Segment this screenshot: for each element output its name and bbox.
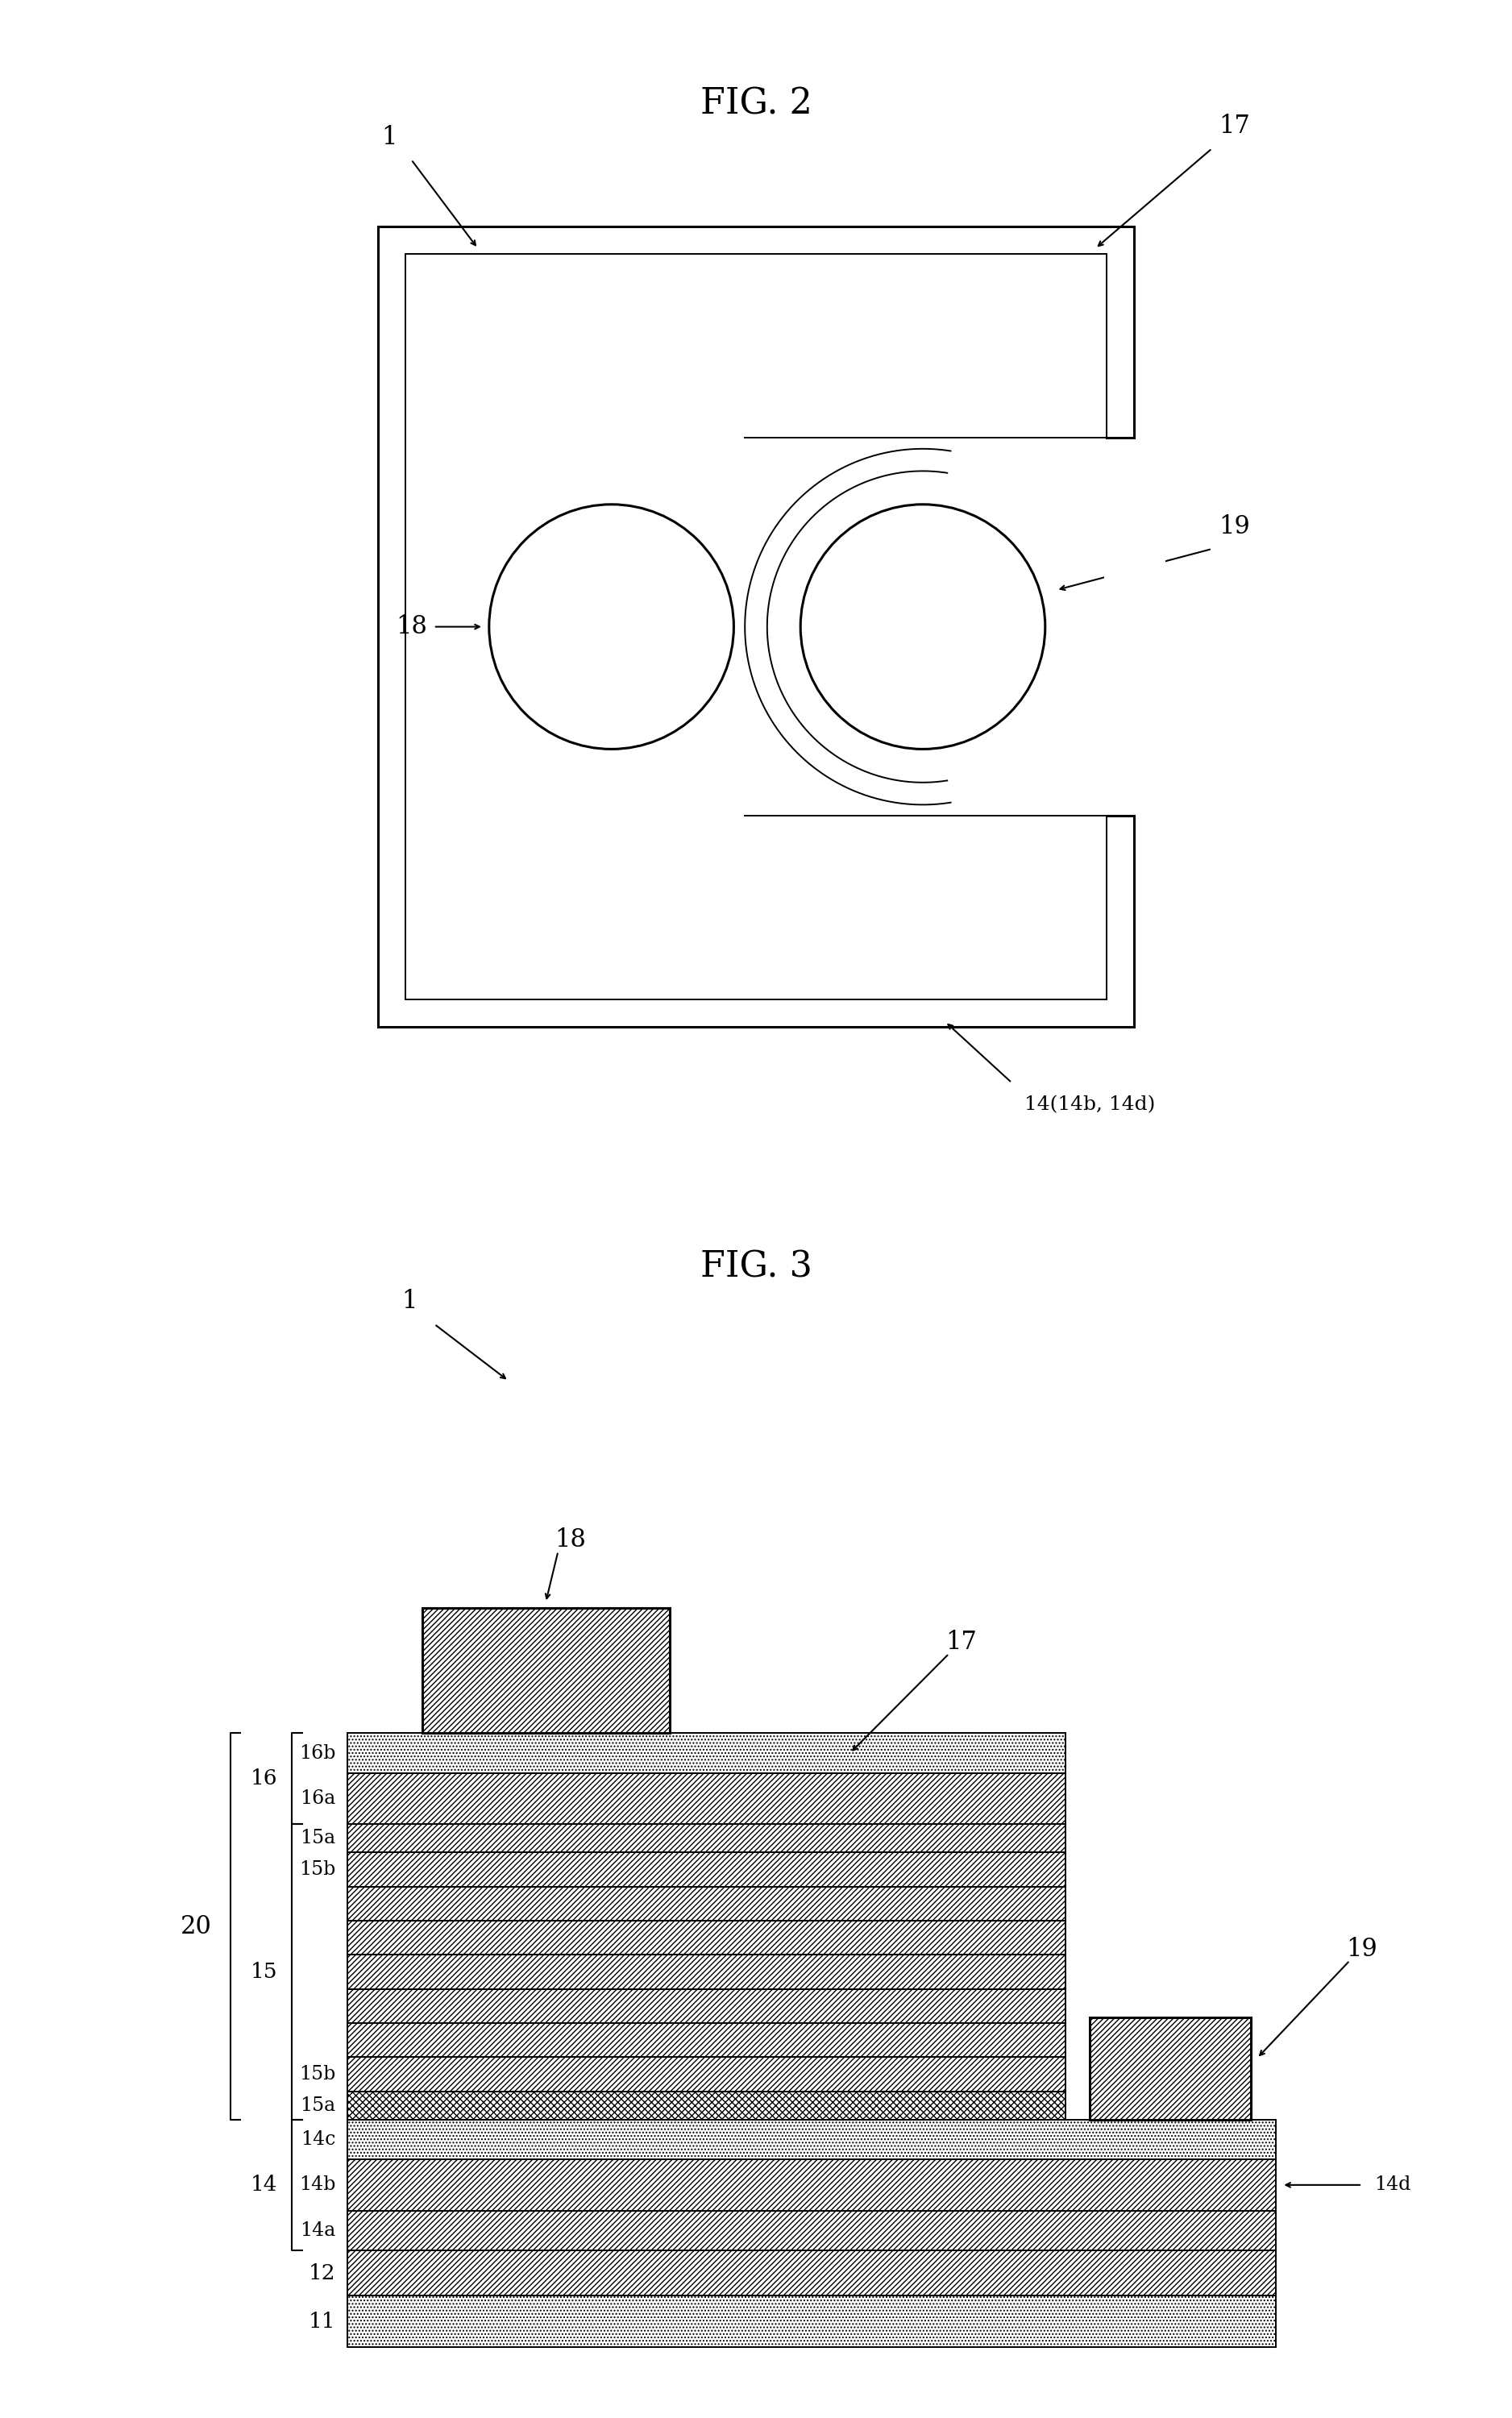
Text: 18: 18 bbox=[555, 1528, 587, 1552]
Text: 14c: 14c bbox=[301, 2130, 336, 2150]
Bar bbox=[348, 2210, 1276, 2251]
Bar bbox=[422, 1608, 670, 1734]
Text: 16b: 16b bbox=[299, 1743, 336, 1763]
Bar bbox=[405, 254, 1107, 999]
Text: 14b: 14b bbox=[299, 2176, 336, 2193]
Text: 14: 14 bbox=[251, 2174, 277, 2196]
Bar bbox=[348, 1734, 1066, 1772]
Bar bbox=[348, 2159, 1276, 2210]
Text: 17: 17 bbox=[945, 1630, 977, 1654]
Bar bbox=[348, 1823, 1066, 1852]
Text: 16: 16 bbox=[251, 1768, 277, 1789]
Text: 14a: 14a bbox=[299, 2222, 336, 2239]
Text: 11: 11 bbox=[308, 2312, 336, 2331]
Text: 18: 18 bbox=[396, 614, 426, 638]
Text: 19: 19 bbox=[1219, 515, 1250, 539]
Text: 15: 15 bbox=[251, 1961, 277, 1983]
Bar bbox=[348, 1852, 1066, 1886]
Text: FIG. 3: FIG. 3 bbox=[700, 1250, 812, 1284]
Text: 16a: 16a bbox=[299, 1789, 336, 1809]
Text: 14(14b, 14d): 14(14b, 14d) bbox=[1024, 1095, 1155, 1115]
Text: FIG. 2: FIG. 2 bbox=[700, 87, 812, 121]
Bar bbox=[348, 1886, 1066, 1920]
Text: 12: 12 bbox=[308, 2263, 336, 2283]
Text: 20: 20 bbox=[180, 1915, 212, 1939]
Bar bbox=[378, 227, 1134, 1028]
Bar bbox=[348, 2121, 1276, 2159]
Text: 15a: 15a bbox=[299, 2096, 336, 2116]
Bar bbox=[348, 2295, 1276, 2348]
Text: 15b: 15b bbox=[299, 1859, 336, 1879]
Bar bbox=[1132, 438, 1166, 815]
Bar bbox=[348, 1954, 1066, 1990]
Bar bbox=[348, 1772, 1066, 1823]
Text: 15a: 15a bbox=[299, 1828, 336, 1847]
Bar bbox=[348, 2058, 1066, 2092]
Bar bbox=[348, 2092, 1066, 2121]
Text: 1: 1 bbox=[402, 1289, 417, 1313]
Bar bbox=[1104, 438, 1137, 815]
Bar bbox=[1090, 2017, 1250, 2121]
Text: 14d: 14d bbox=[1374, 2176, 1411, 2193]
Text: 15b: 15b bbox=[299, 2065, 336, 2084]
Circle shape bbox=[488, 505, 733, 750]
Bar bbox=[348, 2251, 1276, 2295]
Text: 17: 17 bbox=[1219, 114, 1250, 138]
Bar bbox=[348, 1990, 1066, 2024]
Text: 1: 1 bbox=[381, 126, 396, 150]
Circle shape bbox=[800, 505, 1045, 750]
Bar bbox=[348, 1920, 1066, 1954]
Bar bbox=[348, 2024, 1066, 2058]
Text: 19: 19 bbox=[1347, 1937, 1377, 1961]
